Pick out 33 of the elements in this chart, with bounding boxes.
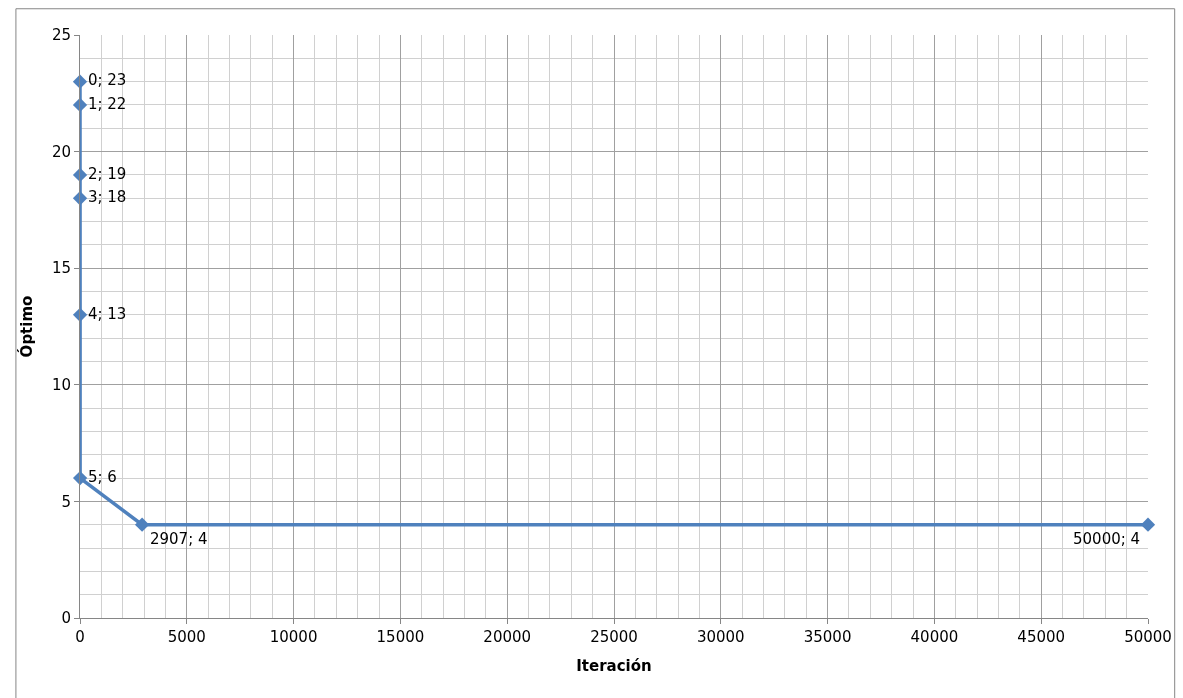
- x-tick-label: 50000: [1124, 628, 1172, 646]
- x-tick-label: 25000: [590, 628, 638, 646]
- data-label: 4; 13: [87, 304, 127, 323]
- x-tick-label: 5000: [167, 628, 206, 646]
- data-label: 50000; 4: [1073, 529, 1141, 548]
- data-label: 2907; 4: [149, 529, 208, 548]
- point: [72, 97, 88, 113]
- y-tick-label: 20: [51, 142, 71, 161]
- x-tick-label: 15000: [376, 628, 425, 646]
- point: [72, 167, 88, 183]
- data-label: 2; 19: [87, 164, 127, 183]
- x-tick-label: 45000: [1017, 628, 1066, 646]
- point: [134, 517, 150, 532]
- y-tick-label: 10: [51, 376, 71, 395]
- data-label: 3; 18: [87, 187, 127, 206]
- x-tick-label: 0: [75, 628, 85, 646]
- x-tick-label: 35000: [803, 628, 852, 646]
- x-tick-label: 20000: [483, 628, 532, 646]
- x-axis-title: Iteración: [576, 657, 652, 675]
- data-label: 5; 6: [87, 467, 117, 486]
- data-label: 0; 23: [87, 71, 127, 90]
- y-tick-label: 15: [51, 259, 71, 278]
- y-tick-label: 5: [61, 492, 71, 511]
- x-tick-label: 30000: [696, 628, 745, 646]
- point: [72, 470, 88, 486]
- x-tick-label: 40000: [910, 628, 959, 646]
- point: [72, 307, 88, 322]
- y-tick-label: 25: [51, 26, 71, 45]
- y-tick-label: 0: [61, 609, 71, 628]
- x-tick-label: 10000: [269, 628, 318, 646]
- point: [1140, 517, 1156, 532]
- y-axis-title: Óptimo: [17, 295, 37, 358]
- data-label: 1; 22: [87, 94, 127, 113]
